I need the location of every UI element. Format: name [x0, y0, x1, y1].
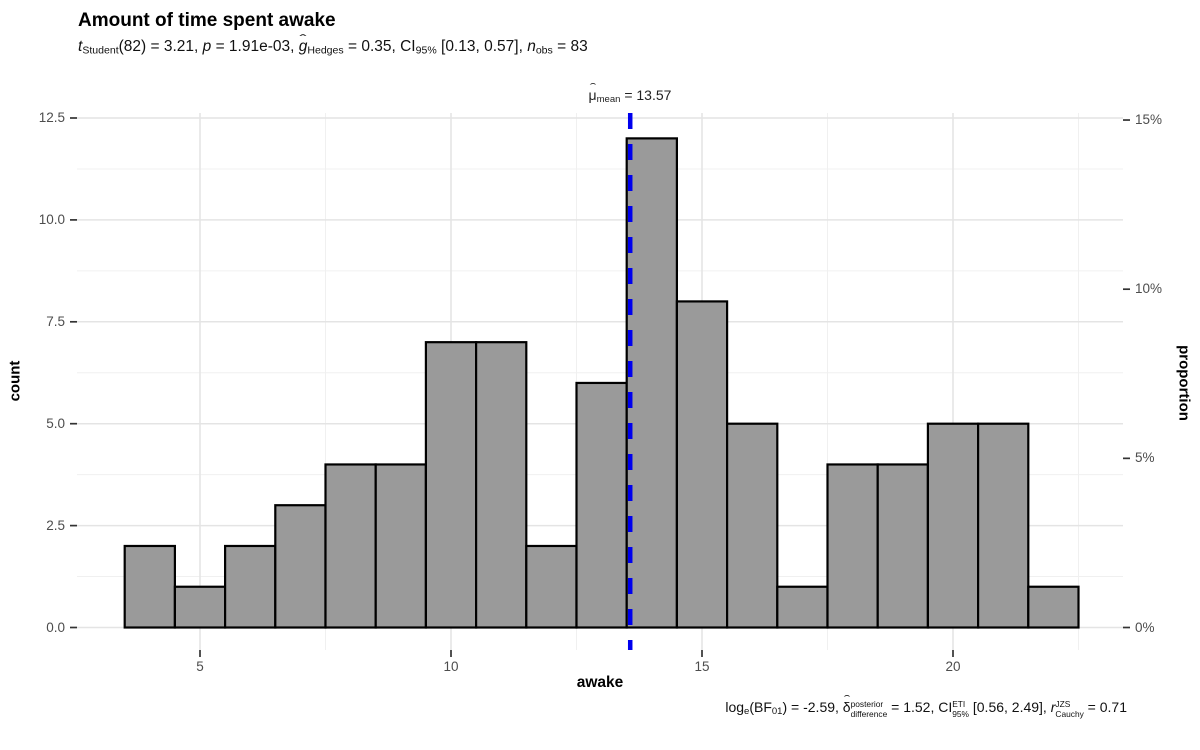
text-segment: t [78, 38, 83, 55]
x-axis-title-awake: awake [576, 674, 624, 691]
y-right-tick-label: 0% [1135, 619, 1155, 635]
y-left-tick-label: 7.5 [46, 313, 65, 329]
text-segment: posterior difference [850, 699, 888, 720]
y-right-tick-label: 15% [1135, 112, 1163, 128]
text-segment: = 1.91e-03, [211, 38, 299, 55]
x-tick-label: 10 [443, 659, 459, 674]
x-tick-label: 15 [694, 659, 710, 674]
histogram-bar [725, 422, 779, 629]
histogram-bar [826, 463, 879, 629]
text-segment: [0.56, 2.49], [968, 699, 1051, 715]
text-segment: = 83 [552, 38, 588, 55]
y-right-tick-label: 5% [1135, 450, 1155, 466]
text-segment: = 13.57 [620, 87, 672, 103]
text-segment: 95% [415, 44, 437, 57]
histogram-bar [976, 422, 1030, 629]
histogram-bar [173, 585, 227, 629]
bayes-stats-caption: loge(BF01) = -2.59, δ ˆ posterior differenc… [725, 693, 1127, 720]
text-segment: n [527, 38, 536, 55]
histogram-bar [424, 341, 478, 629]
text-segment: = 0.71 [1083, 699, 1127, 715]
histogram-bar [776, 585, 829, 629]
histogram-bar [675, 300, 729, 629]
histogram-bar [525, 544, 578, 629]
text-segment: Hedges [307, 44, 344, 57]
text-segment: obs [535, 44, 553, 57]
y-axis-title-proportion: proportion [1175, 345, 1193, 421]
text-segment: JZS Cauchy [1055, 699, 1084, 720]
histogram-bar [1027, 585, 1080, 629]
plot-subtitle-stats: tStudent(82) = 3.21, p = 1.91e-03, g ˆ Hed… [78, 32, 588, 57]
text-segment: mean [596, 94, 621, 106]
y-left-tick-label: 10.0 [38, 211, 65, 227]
histogram-bar [224, 544, 277, 629]
text-segment: (BF [749, 699, 772, 715]
y-left-tick-label: 5.0 [46, 415, 65, 431]
text-segment: [0.13, 0.57], [436, 38, 528, 55]
histogram-bar [625, 137, 679, 629]
histogram-bar [876, 463, 930, 629]
plot-title: Amount of time spent awake [78, 10, 336, 31]
text-segment: Student [82, 44, 119, 57]
text-segment: r [1050, 699, 1056, 715]
y-right-tick-label: 10% [1135, 281, 1163, 297]
text-segment: 01 [771, 706, 783, 718]
x-tick-label: 20 [945, 659, 961, 674]
text-segment: = 1.52, CI [887, 699, 953, 715]
x-tick-label: 5 [196, 659, 204, 674]
histogram-bar [926, 422, 980, 629]
text-segment: p [202, 38, 212, 55]
text-segment: ETI 95% [952, 699, 969, 720]
mean-annotation: μ ˆ mean = 13.57 [480, 81, 780, 106]
y-left-tick-label: 2.5 [46, 517, 65, 533]
histogram-bar [475, 341, 528, 629]
histogram-bar [123, 544, 176, 629]
y-left-tick-label: 0.0 [46, 619, 65, 635]
text-segment: = 0.35, CI [343, 38, 416, 55]
histogram-bar [274, 504, 327, 629]
histogram-bar [324, 463, 377, 629]
histogram-bar [374, 463, 428, 629]
y-axis-title-count: count [6, 360, 24, 402]
text-segment: (82) = 3.21, [118, 38, 203, 55]
text-segment: log [725, 699, 745, 715]
histogram-bar [575, 381, 628, 629]
text-segment: ) = -2.59, [782, 699, 843, 715]
y-left-tick-label: 12.5 [38, 110, 65, 125]
text-segment: e [744, 706, 750, 718]
